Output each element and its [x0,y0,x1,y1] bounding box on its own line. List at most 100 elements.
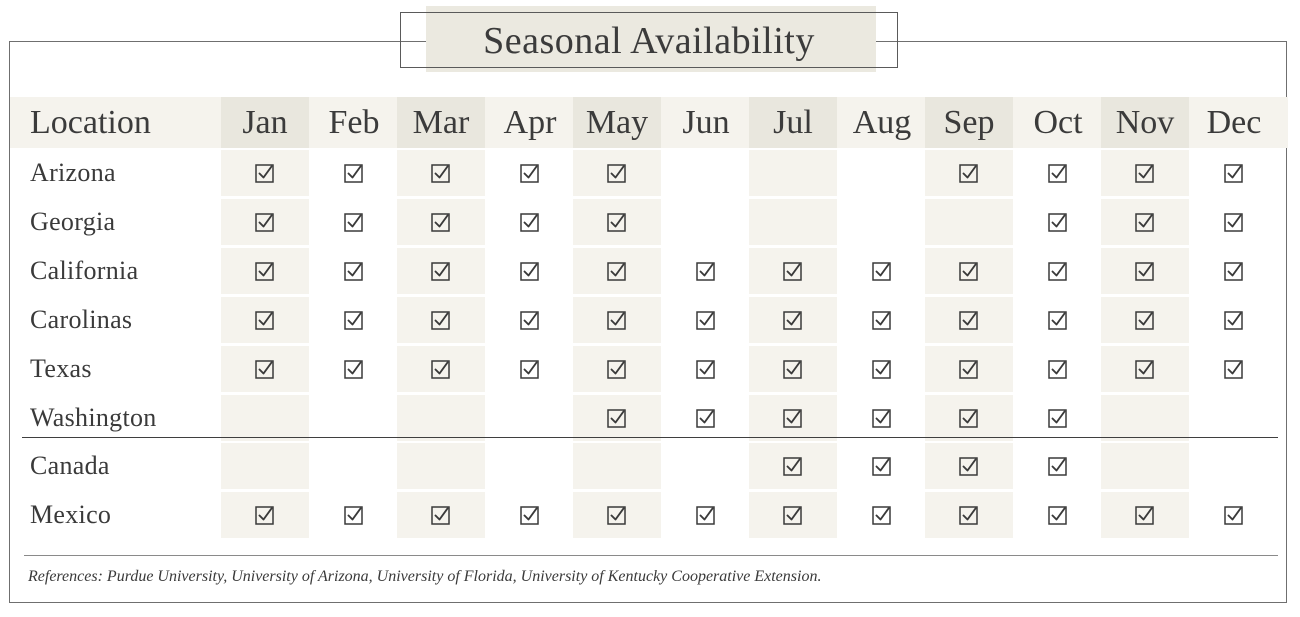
shaded-cell-bg [749,150,837,196]
checked-box-icon [255,310,275,330]
shaded-cell-bg [925,346,1013,392]
page-title: Seasonal Availability [483,20,815,62]
table-cell [221,297,309,343]
checked-box-icon [431,212,451,232]
table-cell [662,297,750,343]
shaded-cell-bg [573,248,661,294]
table-cell [486,199,574,245]
table-cell [1190,492,1278,538]
table-cell [221,395,309,441]
shaded-header-bg [397,97,485,148]
shaded-cell-bg [397,395,485,441]
checked-box-icon [607,212,627,232]
checked-box-icon [696,359,716,379]
checked-box-icon [431,261,451,281]
table-cell [486,492,574,538]
shaded-cell-bg [1101,297,1189,343]
column-header-location: Location [30,103,151,141]
checked-box-icon [1135,505,1155,525]
table-cell [221,492,309,538]
shaded-cell-bg [221,395,309,441]
table-cell [662,443,750,489]
checked-box-icon [1135,163,1155,183]
shaded-cell-bg [925,248,1013,294]
table-cell [925,199,1013,245]
table-cell [310,492,398,538]
checked-box-icon [1224,212,1244,232]
table-cell [1190,346,1278,392]
table-cell [397,150,485,196]
checked-box-icon [1048,261,1068,281]
shaded-cell-bg [749,199,837,245]
shaded-cell-bg [925,297,1013,343]
checked-box-icon [344,261,364,281]
checked-box-icon [959,310,979,330]
table-cell [925,395,1013,441]
column-header-jul: Jul [773,103,813,141]
shaded-cell-bg [397,248,485,294]
table-cell [310,150,398,196]
references-note: References: Purdue University, Universit… [28,568,822,585]
table-cell [573,443,661,489]
shaded-header-bg [925,97,1013,148]
column-header-may: May [585,103,649,141]
checked-box-icon [696,505,716,525]
checked-box-icon [872,505,892,525]
table-cell [221,248,309,294]
table-cell [1101,443,1189,489]
table-cell [1190,248,1278,294]
table-cell [397,443,485,489]
shaded-cell-bg [1101,492,1189,538]
table-cell [838,492,926,538]
table-cell [925,248,1013,294]
table-cell [662,199,750,245]
table-cell [1101,395,1189,441]
checked-box-icon [783,408,803,428]
shaded-cell-bg [925,492,1013,538]
table-cell [749,492,837,538]
checked-box-icon [872,310,892,330]
shaded-cell-bg [573,346,661,392]
table-cell [397,395,485,441]
table-cell [1014,150,1102,196]
row-label-arizona: Arizona [30,158,116,187]
shaded-cell-bg [221,443,309,489]
table-cell [486,346,574,392]
shaded-cell-bg [925,395,1013,441]
table-cell [1101,150,1189,196]
checked-box-icon [1135,212,1155,232]
row-label-mexico: Mexico [30,500,112,529]
checked-box-icon [959,163,979,183]
checked-box-icon [959,359,979,379]
shaded-header-bg [573,97,661,148]
shaded-cell-bg [749,248,837,294]
table-cell [1101,297,1189,343]
table-cell [310,199,398,245]
checked-box-icon [783,310,803,330]
title-background [426,6,876,72]
checked-box-icon [607,505,627,525]
table-cell [838,297,926,343]
checked-box-icon [1048,359,1068,379]
table-cell [1014,346,1102,392]
column-header-sep: Sep [943,103,995,141]
checked-box-icon [520,505,540,525]
table-cell [397,248,485,294]
table-cell [1190,297,1278,343]
table-cell [925,443,1013,489]
table-cell [486,248,574,294]
shaded-cell-bg [221,248,309,294]
column-header-mar: Mar [412,103,470,141]
checked-box-icon [1048,505,1068,525]
checked-box-icon [872,408,892,428]
table-cell [925,346,1013,392]
table-cell [1101,492,1189,538]
column-header-oct: Oct [1033,103,1083,141]
checked-box-icon [1224,310,1244,330]
shaded-cell-bg [397,443,485,489]
shaded-cell-bg [925,199,1013,245]
shaded-cell-bg [573,492,661,538]
shaded-cell-bg [749,443,837,489]
table-cell [1190,395,1278,441]
table-cell [221,346,309,392]
